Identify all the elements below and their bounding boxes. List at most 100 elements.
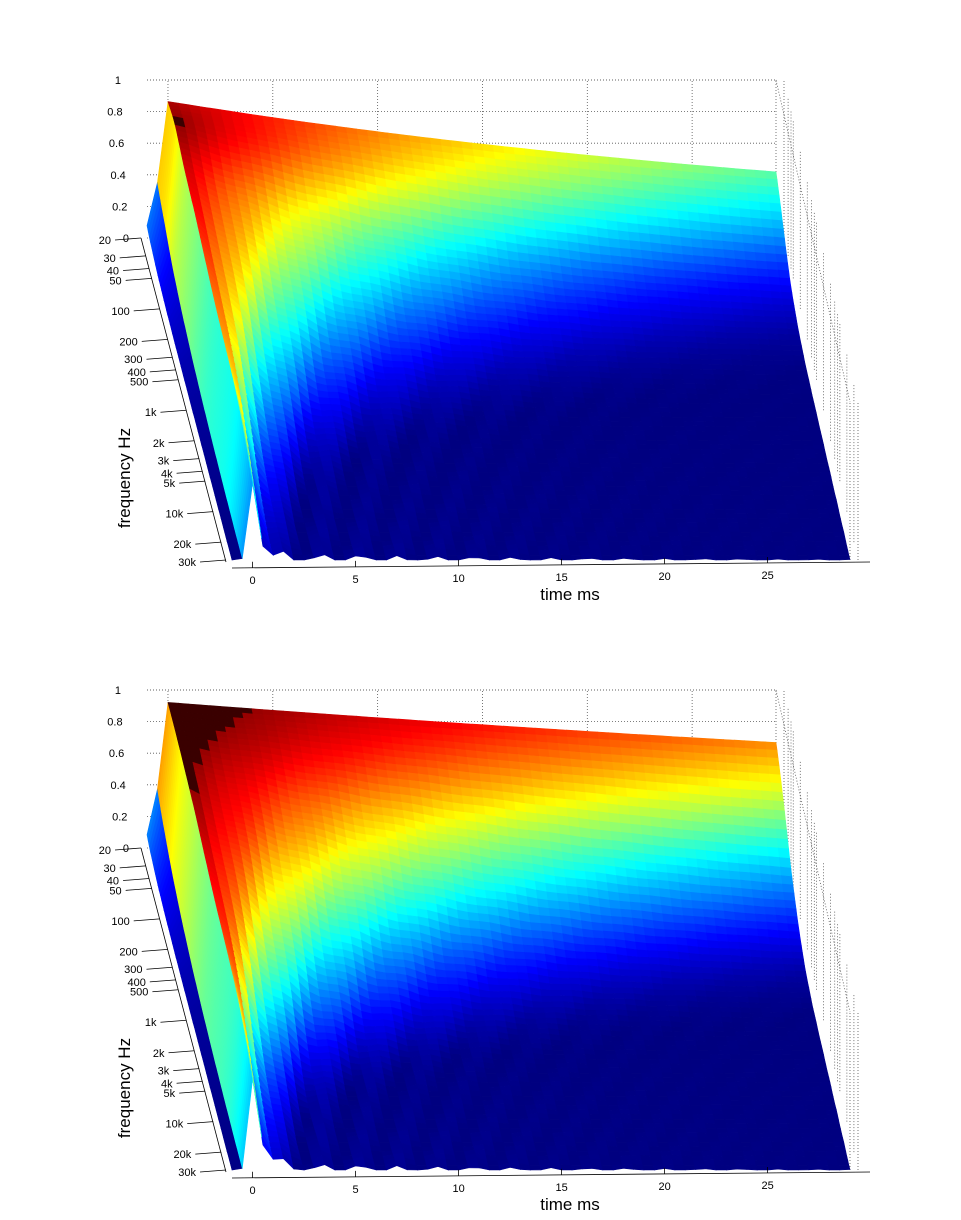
surface-patch [782, 449, 795, 455]
surface-patch [512, 350, 525, 358]
surface-patch [761, 355, 774, 361]
surface-patch [718, 439, 731, 445]
surface-patch [599, 461, 612, 468]
surface-patch [607, 306, 621, 316]
surface-patch [627, 357, 640, 364]
surface-patch [729, 531, 742, 538]
surface-patch [828, 513, 841, 519]
surface-patch [528, 755, 541, 765]
surface-patch [366, 716, 380, 724]
surface-patch [621, 553, 635, 560]
surface-patch [582, 337, 595, 345]
surface-patch [499, 767, 512, 778]
surface-patch [516, 421, 530, 427]
surface-patch [795, 412, 808, 418]
surface-patch [272, 506, 285, 514]
surface-patch [739, 439, 752, 446]
surface-patch [536, 415, 549, 422]
surface-patch [532, 345, 545, 353]
surface-patch [754, 826, 768, 839]
surface-patch [692, 318, 705, 326]
surface-patch [736, 332, 749, 340]
surface-patch [703, 745, 716, 755]
surface-patch [596, 227, 610, 239]
surface-patch [631, 509, 644, 515]
surface-patch [710, 300, 723, 309]
surface-patch [785, 417, 798, 423]
surface-patch [624, 205, 638, 216]
surface-patch [668, 489, 681, 496]
surface-patch [792, 444, 805, 450]
surface-patch [611, 326, 624, 334]
surface-patch [742, 407, 755, 414]
surface-patch [774, 412, 787, 418]
surface-patch [803, 494, 816, 501]
surface-patch [549, 756, 562, 767]
surface-patch [521, 345, 535, 353]
surface-patch [644, 388, 657, 395]
surface-patch [660, 368, 673, 376]
surface-patch [755, 177, 768, 188]
surface-patch [729, 485, 742, 492]
surface-patch [808, 472, 821, 478]
surface-patch [640, 167, 653, 177]
surface-patch [689, 802, 703, 814]
surface-patch [682, 318, 695, 326]
surface-patch [746, 184, 759, 195]
surface-patch [786, 322, 799, 330]
surface-patch [773, 236, 786, 247]
surface-patch [669, 407, 682, 414]
surface-patch [545, 728, 558, 737]
surface-patch [765, 170, 778, 181]
surface-patch [608, 367, 621, 375]
surface-patch [440, 402, 454, 409]
surface-patch [312, 421, 326, 430]
surface-patch [748, 343, 762, 351]
surface-patch [698, 293, 711, 302]
surface-patch [666, 439, 679, 445]
surface-patch [607, 535, 620, 542]
surface-patch [528, 326, 542, 335]
surface-patch [636, 352, 649, 359]
surface-patch [725, 332, 739, 340]
surface-patch [704, 553, 717, 561]
surface-patch [743, 816, 756, 828]
surface-patch [810, 480, 824, 487]
surface-patch [662, 260, 676, 271]
surface-patch [671, 170, 685, 180]
surface-patch [732, 308, 745, 316]
surface-patch [271, 500, 284, 508]
surface-patch [772, 800, 785, 812]
surface-patch [552, 396, 566, 402]
surface-patch [295, 527, 308, 533]
surface-patch [681, 245, 694, 256]
surface-patch [663, 184, 676, 195]
surface-patch [781, 444, 794, 450]
surface-patch [742, 499, 756, 505]
surface-patch [777, 269, 791, 279]
surface-patch [629, 498, 642, 506]
surface-patch [266, 476, 279, 485]
surface-patch [630, 248, 643, 260]
surface-patch [631, 748, 644, 758]
surface-patch [415, 555, 429, 561]
surface-patch [689, 403, 702, 409]
surface-patch [488, 384, 501, 392]
surface-patch [599, 371, 612, 380]
surface-patch [571, 190, 584, 201]
surface-patch [642, 756, 655, 767]
surface-patch [618, 239, 632, 250]
surface-patch [657, 217, 670, 228]
surface-patch [704, 467, 717, 473]
surface-patch [650, 457, 663, 464]
surface-patch [461, 723, 474, 731]
surface-patch [433, 367, 447, 376]
surface-patch [530, 333, 543, 341]
surface-patch [803, 403, 816, 409]
surface-patch [642, 258, 655, 269]
surface-patch [772, 228, 785, 239]
surface-patch [801, 485, 814, 491]
surface-patch [670, 736, 684, 745]
surface-patch [582, 276, 595, 285]
surface-patch [787, 425, 801, 432]
